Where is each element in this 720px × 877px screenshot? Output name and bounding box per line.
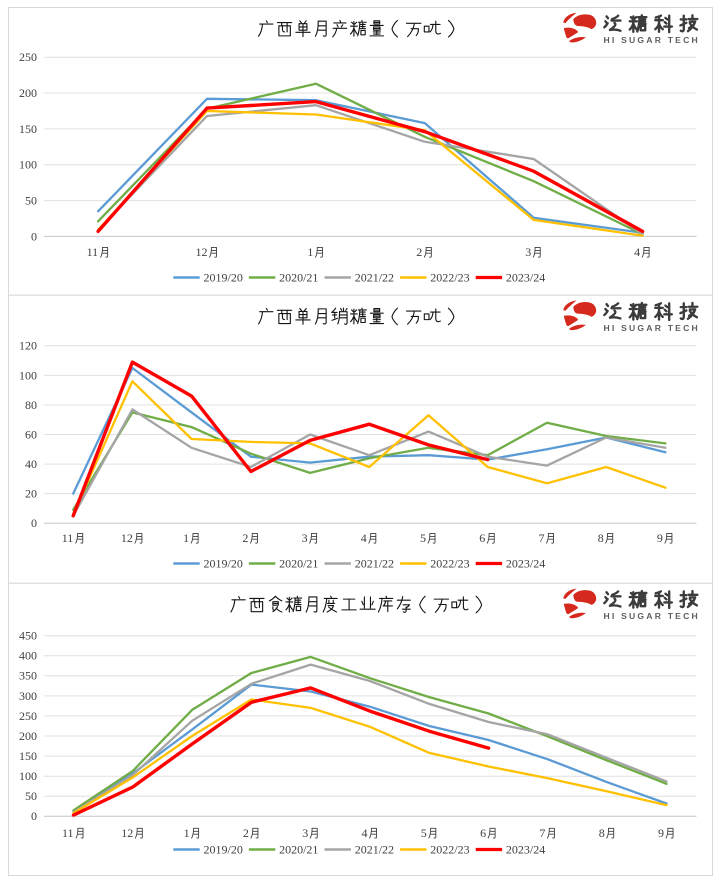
svg-text:80: 80 — [25, 398, 37, 412]
svg-text:60: 60 — [25, 427, 37, 441]
svg-text:11: 11 — [62, 531, 74, 545]
svg-text:2019/20: 2019/20 — [204, 557, 243, 571]
svg-text:3: 3 — [302, 531, 308, 545]
svg-text:2022/23: 2022/23 — [430, 843, 469, 857]
svg-text:2019/20: 2019/20 — [204, 271, 243, 285]
svg-text:4: 4 — [634, 245, 640, 259]
svg-text:0: 0 — [31, 229, 37, 243]
svg-text:1: 1 — [307, 245, 313, 259]
svg-text:0: 0 — [31, 809, 37, 823]
svg-text:8: 8 — [598, 531, 604, 545]
svg-text:150: 150 — [19, 749, 37, 763]
svg-text:7: 7 — [539, 531, 545, 545]
svg-text:2023/24: 2023/24 — [506, 843, 545, 857]
svg-text:450: 450 — [19, 629, 37, 643]
svg-text:2: 2 — [242, 531, 248, 545]
svg-text:4: 4 — [361, 531, 367, 545]
svg-text:2020/21: 2020/21 — [279, 843, 318, 857]
svg-text:40: 40 — [25, 457, 37, 471]
svg-text:3: 3 — [525, 245, 531, 259]
svg-text:350: 350 — [19, 669, 37, 683]
svg-text:9: 9 — [658, 826, 664, 840]
svg-text:2020/21: 2020/21 — [279, 557, 318, 571]
svg-text:HI SUGAR TECH: HI SUGAR TECH — [604, 611, 700, 621]
svg-text:12: 12 — [196, 245, 208, 259]
svg-text:400: 400 — [19, 649, 37, 663]
svg-text:100: 100 — [19, 769, 37, 783]
svg-text:7: 7 — [539, 826, 545, 840]
svg-text:5: 5 — [420, 531, 426, 545]
svg-text:3: 3 — [302, 826, 308, 840]
svg-text:2: 2 — [243, 826, 249, 840]
svg-text:2020/21: 2020/21 — [279, 271, 318, 285]
svg-text:2021/22: 2021/22 — [355, 843, 394, 857]
svg-text:11: 11 — [62, 826, 74, 840]
svg-text:2023/24: 2023/24 — [506, 557, 545, 571]
svg-text:2021/22: 2021/22 — [355, 557, 394, 571]
svg-text:50: 50 — [25, 194, 37, 208]
svg-text:12: 12 — [121, 531, 133, 545]
svg-text:50: 50 — [25, 789, 37, 803]
svg-text:2019/20: 2019/20 — [204, 843, 243, 857]
svg-text:2: 2 — [416, 245, 422, 259]
svg-text:250: 250 — [19, 709, 37, 723]
svg-text:100: 100 — [19, 158, 37, 172]
svg-text:6: 6 — [479, 531, 485, 545]
svg-text:2021/22: 2021/22 — [355, 271, 394, 285]
svg-text:200: 200 — [19, 729, 37, 743]
svg-text:200: 200 — [19, 86, 37, 100]
svg-text:250: 250 — [19, 50, 37, 64]
svg-text:2022/23: 2022/23 — [430, 271, 469, 285]
svg-text:4: 4 — [362, 826, 368, 840]
svg-text:HI SUGAR TECH: HI SUGAR TECH — [604, 35, 700, 45]
svg-text:100: 100 — [19, 368, 37, 382]
svg-text:5: 5 — [421, 826, 427, 840]
svg-text:12: 12 — [121, 826, 133, 840]
svg-text:11: 11 — [87, 245, 99, 259]
svg-text:1: 1 — [183, 531, 189, 545]
svg-text:2022/23: 2022/23 — [430, 557, 469, 571]
svg-text:9: 9 — [657, 531, 663, 545]
svg-text:6: 6 — [480, 826, 486, 840]
svg-text:8: 8 — [599, 826, 605, 840]
svg-text:0: 0 — [31, 516, 37, 530]
svg-text:300: 300 — [19, 689, 37, 703]
svg-text:HI SUGAR TECH: HI SUGAR TECH — [604, 323, 700, 333]
svg-text:20: 20 — [25, 487, 37, 501]
svg-text:120: 120 — [19, 339, 37, 353]
svg-text:2023/24: 2023/24 — [506, 271, 545, 285]
svg-text:150: 150 — [19, 122, 37, 136]
svg-text:1: 1 — [184, 826, 190, 840]
